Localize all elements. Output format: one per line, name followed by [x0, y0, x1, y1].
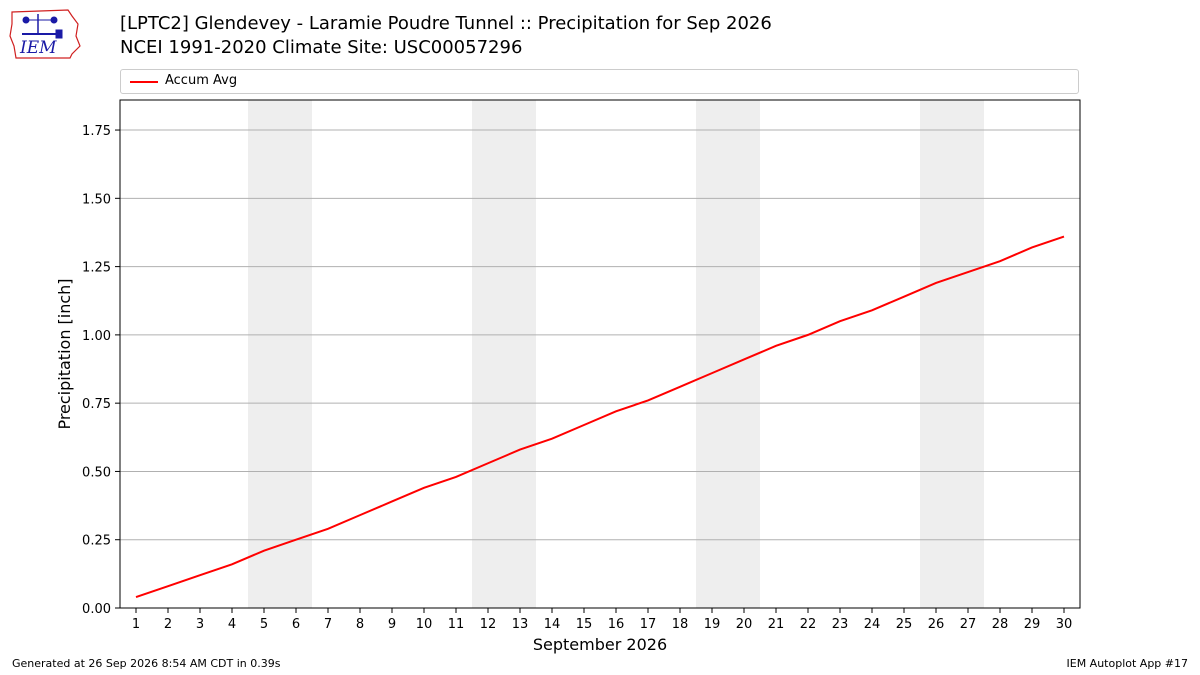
x-tick-label: 9 — [388, 617, 396, 632]
x-tick-label: 24 — [864, 617, 881, 632]
weekend-band — [248, 100, 312, 608]
plot-frame — [119, 99, 1081, 609]
legend-swatch — [130, 81, 158, 83]
y-tick-label: 0.00 — [82, 602, 111, 617]
x-tick-label: 3 — [196, 617, 204, 632]
x-tick-label: 5 — [260, 617, 268, 632]
x-axis-label: September 2026 — [533, 635, 667, 654]
x-tick-label: 2 — [164, 617, 172, 632]
x-tick-label: 29 — [1024, 617, 1041, 632]
chart-subtitle: NCEI 1991-2020 Climate Site: USC00057296 — [120, 37, 523, 58]
x-tick-label: 14 — [544, 617, 561, 632]
chart-legend: Accum Avg — [120, 69, 1079, 94]
x-tick-label: 11 — [448, 617, 465, 632]
iem-logo: IEM — [9, 9, 81, 59]
y-tick-label: 1.50 — [82, 192, 111, 207]
x-tick-label: 13 — [512, 617, 529, 632]
x-tick-label: 4 — [228, 617, 236, 632]
weekend-band — [920, 100, 984, 608]
x-tick-label: 20 — [736, 617, 753, 632]
x-tick-label: 17 — [640, 617, 657, 632]
y-tick-label: 1.75 — [82, 124, 111, 139]
legend-label: Accum Avg — [165, 73, 238, 88]
y-tick-label: 0.75 — [82, 397, 111, 412]
x-tick-label: 1 — [132, 617, 140, 632]
app-label: IEM Autoplot App #17 — [1066, 657, 1189, 670]
x-tick-label: 18 — [672, 617, 689, 632]
x-tick-label: 7 — [324, 617, 332, 632]
x-tick-label: 25 — [896, 617, 913, 632]
y-tick-label: 0.25 — [82, 534, 111, 549]
generated-timestamp: Generated at 26 Sep 2026 8:54 AM CDT in … — [12, 657, 281, 670]
iowa-outline-shape — [9, 9, 81, 59]
x-tick-label: 8 — [356, 617, 364, 632]
chart-title: [LPTC2] Glendevey - Laramie Poudre Tunne… — [120, 13, 772, 34]
x-tick-label: 15 — [576, 617, 593, 632]
x-tick-label: 16 — [608, 617, 625, 632]
x-tick-label: 30 — [1056, 617, 1073, 632]
y-axis-label: Precipitation [inch] — [55, 278, 74, 429]
weekend-band — [472, 100, 536, 608]
logo-text: IEM — [19, 38, 57, 58]
x-tick-label: 21 — [768, 617, 785, 632]
x-tick-label: 6 — [292, 617, 300, 632]
x-tick-label: 27 — [960, 617, 977, 632]
y-tick-label: 1.00 — [82, 329, 111, 344]
x-tick-label: 28 — [992, 617, 1009, 632]
weekend-band — [696, 100, 760, 608]
x-tick-label: 23 — [832, 617, 849, 632]
y-tick-label: 1.25 — [82, 261, 111, 276]
y-tick-label: 0.50 — [82, 465, 111, 480]
x-tick-label: 26 — [928, 617, 945, 632]
x-tick-label: 10 — [416, 617, 433, 632]
series-line-accum-avg — [135, 235, 1065, 599]
x-tick-label: 22 — [800, 617, 817, 632]
weather-instrument-icon — [22, 14, 63, 39]
x-tick-label: 12 — [480, 617, 497, 632]
x-tick-label: 19 — [704, 617, 721, 632]
